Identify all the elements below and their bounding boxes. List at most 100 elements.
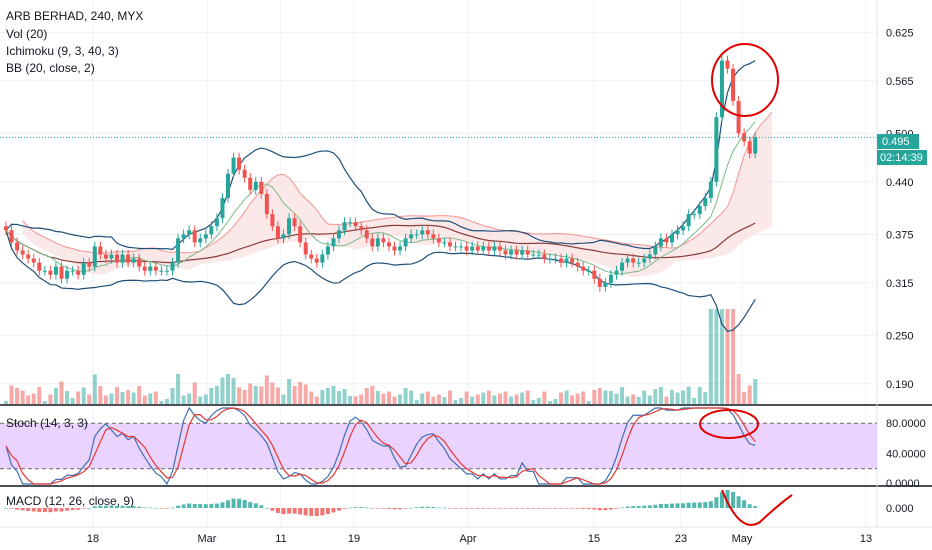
volume-bar-61 [342,389,347,404]
candle-body-22 [126,254,131,263]
macd-hist-50 [281,508,286,515]
candle-body-98 [547,258,552,260]
volume-bar-93 [520,392,525,404]
candle-body-49 [275,226,280,239]
macd-hist-17 [98,505,103,508]
macd-hist-26 [148,507,153,509]
macd-hist-91 [509,508,514,509]
legend-bb[interactable]: BB (20, close, 2) [6,61,95,75]
volume-bar-92 [514,394,519,404]
volume-bar-74 [414,400,419,404]
ichimoku-cloud [22,111,773,278]
volume-bar-107 [597,388,602,404]
volume-bar-115 [642,390,647,404]
volume-bar-126 [703,392,708,404]
candle-body-135 [753,137,758,154]
macd-hist-64 [359,507,364,508]
candle-body-100 [559,258,563,263]
candle-body-57 [320,254,325,263]
volume-bar-116 [647,395,652,404]
macd-hist-117 [653,504,658,508]
volume-bar-15 [87,394,92,404]
macd-hist-56 [314,508,319,517]
macd-hist-61 [342,508,347,509]
candle-body-19 [109,254,114,259]
candle-body-60 [337,230,341,239]
stoch-label[interactable]: Stoch (14, 3, 3) [6,416,88,430]
volume-bar-12 [70,398,75,404]
candle-body-94 [525,250,530,255]
price-tick-1: 0.565 [886,76,914,88]
volume-bar-64 [359,394,364,404]
volume-bar-105 [586,401,591,404]
volume-bar-28 [159,401,164,404]
macd-hist-51 [287,508,292,514]
macd-hist-132 [736,496,741,508]
macd-hist-48 [270,508,275,511]
macd-hist-95 [531,508,536,509]
macd-hist-125 [697,502,702,508]
macd-hist-65 [364,507,369,509]
volume-bar-69 [386,391,391,404]
macd-hist-131 [731,491,736,508]
volume-bar-0 [4,401,8,404]
candle-body-82 [459,246,464,248]
volume-bar-57 [320,390,325,404]
macd-hist-116 [647,505,652,508]
volume-bar-2 [15,388,20,404]
macd-hist-57 [320,508,325,516]
volume-bar-130 [725,309,730,404]
volume-bar-27 [153,391,158,404]
macd-label[interactable]: MACD (12, 26, close, 9) [6,494,134,508]
macd-hist-128 [714,497,719,508]
legend-vol[interactable]: Vol (20) [6,27,47,41]
candle-body-41 [231,157,236,174]
macd-hist-126 [703,502,708,508]
macd-hist-2 [15,508,20,510]
stoch-d-line [5,407,756,485]
macd-hist-6 [37,508,42,512]
volume-bar-50 [281,394,286,404]
volume-bar-119 [664,396,669,404]
candle-body-125 [697,206,702,215]
candle-body-67 [375,238,380,247]
legend-ichimoku[interactable]: Ichimoku (9, 3, 40, 3) [6,44,119,58]
macd-hist-35 [198,504,203,508]
candle-body-20 [115,254,119,263]
volume-bar-97 [542,391,547,404]
volume-bar-132 [736,374,741,404]
volume-bar-53 [298,382,303,404]
volume-bar-48 [270,382,275,404]
annotation-mark-macd [721,489,793,526]
macd-hist-34 [192,503,197,508]
macd-hist-3 [20,508,25,511]
macd-hist-135 [753,506,758,508]
macd-hist-96 [536,508,541,509]
candle-body-86 [481,246,486,251]
macd-hist-31 [176,505,181,508]
candles [0,55,877,292]
axes: 0.6250.5650.5000.4400.3750.3150.2500.190… [0,27,932,545]
candle-body-28 [159,270,164,272]
annotation-circle-price [711,43,779,117]
volume-bar-32 [181,395,186,404]
volume-bar-81 [453,400,458,404]
macd-hist-54 [303,508,308,516]
candle-body-88 [492,246,497,251]
macd-hist-121 [675,503,680,508]
macd-hist-37 [209,503,214,508]
volume-bar-1 [9,385,14,404]
macd-hist-43 [242,500,247,508]
candle-body-69 [386,242,391,247]
candle-body-66 [370,238,375,247]
candle-body-72 [403,238,408,247]
volume-bar-9 [53,388,58,404]
macd-hist-9 [53,508,58,512]
volume-bar-25 [142,395,147,404]
candle-body-8 [48,270,53,275]
time-tick-2: 11 [275,533,286,545]
macd-hist-106 [592,508,597,510]
candle-body-102 [570,258,575,263]
